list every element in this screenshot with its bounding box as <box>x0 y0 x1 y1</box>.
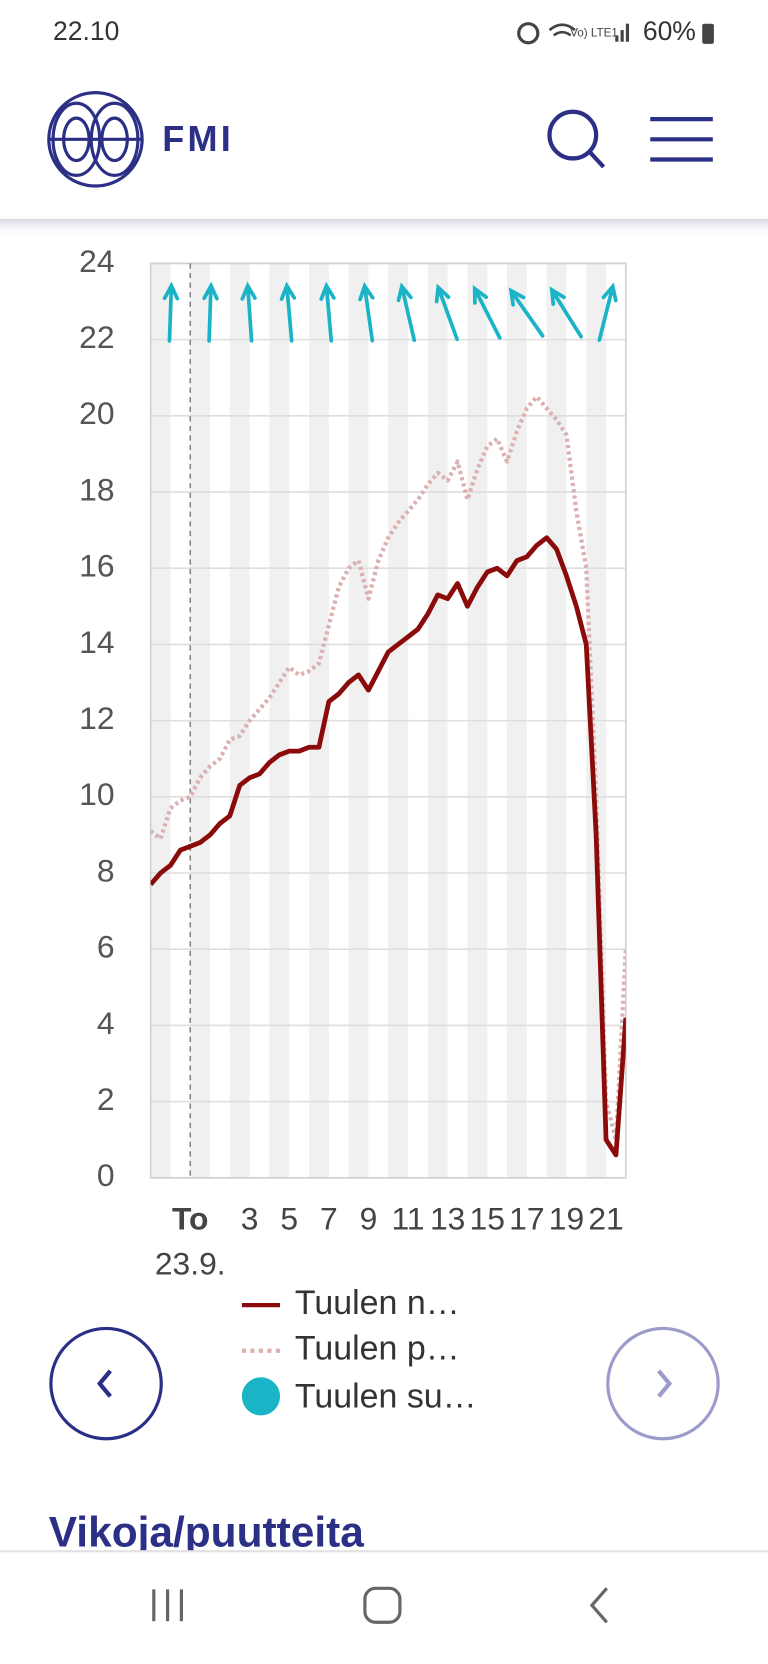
wind-arrow <box>508 287 545 338</box>
series-group <box>150 394 626 1158</box>
y-tick-label: 18 <box>79 471 114 507</box>
legend-label: Tuulen su… <box>295 1377 477 1415</box>
wind-line <box>150 535 626 1158</box>
menu-button[interactable] <box>650 117 713 162</box>
wind-arrow <box>434 283 459 342</box>
legend-label: Tuulen p… <box>295 1330 460 1368</box>
y-tick-label: 16 <box>79 548 114 584</box>
x-tick-label: 11 <box>392 1201 425 1237</box>
home-button[interactable] <box>363 1586 402 1624</box>
x-tick-label: 21 <box>588 1201 623 1237</box>
x-tick-label: 7 <box>320 1201 338 1237</box>
legend-label: Tuulen n… <box>295 1284 460 1322</box>
x-tick-label: 9 <box>360 1201 378 1237</box>
svg-text:Vo) LTE1: Vo) LTE1 <box>570 26 618 39</box>
x-tick-label: 3 <box>241 1201 259 1237</box>
plot-border <box>149 262 627 1179</box>
battery-level: 60% <box>643 16 696 46</box>
y-tick-label: 8 <box>97 852 115 888</box>
search-button[interactable] <box>547 109 606 169</box>
y-tick-label: 6 <box>97 929 115 965</box>
y-tick-label: 24 <box>79 243 114 279</box>
wind-arrow <box>240 281 257 343</box>
recent-apps-button[interactable] <box>152 1589 183 1622</box>
wind-arrow <box>358 281 375 343</box>
y-tick-label: 12 <box>79 700 114 736</box>
wind-arrow <box>472 285 502 340</box>
date-label: 23.9. <box>155 1245 226 1281</box>
next-button[interactable] <box>606 1326 720 1441</box>
x-tick-label: 5 <box>280 1201 298 1237</box>
wind-arrow <box>549 286 583 339</box>
y-tick-label: 14 <box>79 624 114 660</box>
wind-arrow <box>279 281 297 343</box>
y-tick-label: 0 <box>97 1157 115 1193</box>
header-shadow <box>0 218 768 238</box>
wind-arrow <box>396 282 417 343</box>
y-tick-label: 22 <box>79 319 114 355</box>
x-tick-label: 19 <box>549 1201 584 1237</box>
y-tick-label: 2 <box>97 1081 115 1117</box>
wind-arrow <box>597 282 618 342</box>
logo-text: FMI <box>162 118 234 159</box>
status-time: 22.10 <box>53 16 119 46</box>
system-nav <box>0 1551 768 1664</box>
wind-arrow <box>162 281 180 343</box>
wind-arrow <box>202 281 219 343</box>
prev-button[interactable] <box>49 1326 163 1441</box>
legend-dot-swatch <box>241 1377 281 1416</box>
x-tick-label: 17 <box>509 1201 544 1237</box>
y-tick-label: 20 <box>79 395 114 431</box>
fmi-logo[interactable] <box>47 91 144 188</box>
section-heading: Vikoja/puutteita <box>49 1508 364 1555</box>
y-tick-label: 10 <box>79 776 114 812</box>
x-tick-label: To <box>172 1201 209 1237</box>
wind-arrow <box>319 281 336 343</box>
gust-line <box>150 394 626 1142</box>
x-tick-label: 15 <box>470 1201 505 1237</box>
back-button[interactable] <box>589 1587 608 1624</box>
x-tick-label: 13 <box>430 1201 465 1237</box>
status-icons: Vo) LTE1 <box>517 22 714 45</box>
y-tick-label: 4 <box>97 1005 115 1041</box>
